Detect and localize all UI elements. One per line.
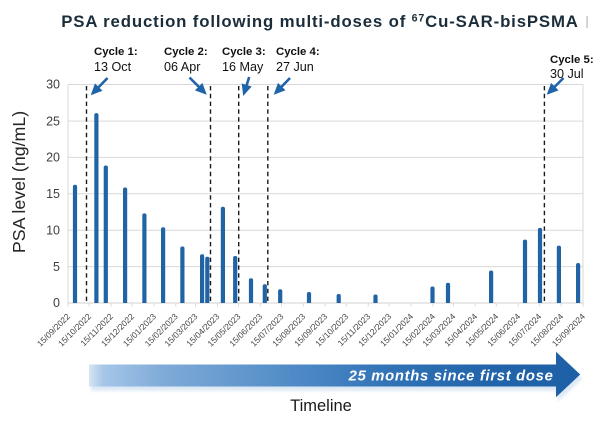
svg-text:30: 30 — [46, 78, 60, 92]
svg-text:25 months since first dose: 25 months since first dose — [348, 369, 554, 385]
svg-text:Cycle 1:: Cycle 1: — [94, 46, 138, 58]
svg-text:PSA level (ng/mL): PSA level (ng/mL) — [9, 111, 29, 253]
svg-text:Cycle 2:: Cycle 2: — [164, 46, 208, 58]
svg-text:10: 10 — [46, 223, 60, 237]
svg-text:Timeline: Timeline — [290, 397, 352, 415]
svg-text:Cycle 3:: Cycle 3: — [222, 46, 266, 58]
svg-text:13 Oct: 13 Oct — [94, 60, 132, 74]
svg-text:27 Jun: 27 Jun — [276, 60, 314, 74]
svg-text:Cycle 5:: Cycle 5: — [550, 54, 594, 66]
svg-text:20: 20 — [46, 151, 60, 165]
svg-text:25: 25 — [46, 114, 60, 128]
svg-text:0: 0 — [53, 296, 60, 310]
svg-text:Cycle 4:: Cycle 4: — [276, 46, 320, 58]
svg-text:15: 15 — [46, 187, 60, 201]
svg-text:06 Apr: 06 Apr — [164, 60, 200, 74]
svg-text:PSA reduction following multi-: PSA reduction following multi-doses of 6… — [61, 12, 579, 31]
svg-text:5: 5 — [53, 260, 60, 274]
svg-text:30 Jul: 30 Jul — [550, 67, 584, 81]
svg-text:16 May: 16 May — [222, 60, 264, 74]
